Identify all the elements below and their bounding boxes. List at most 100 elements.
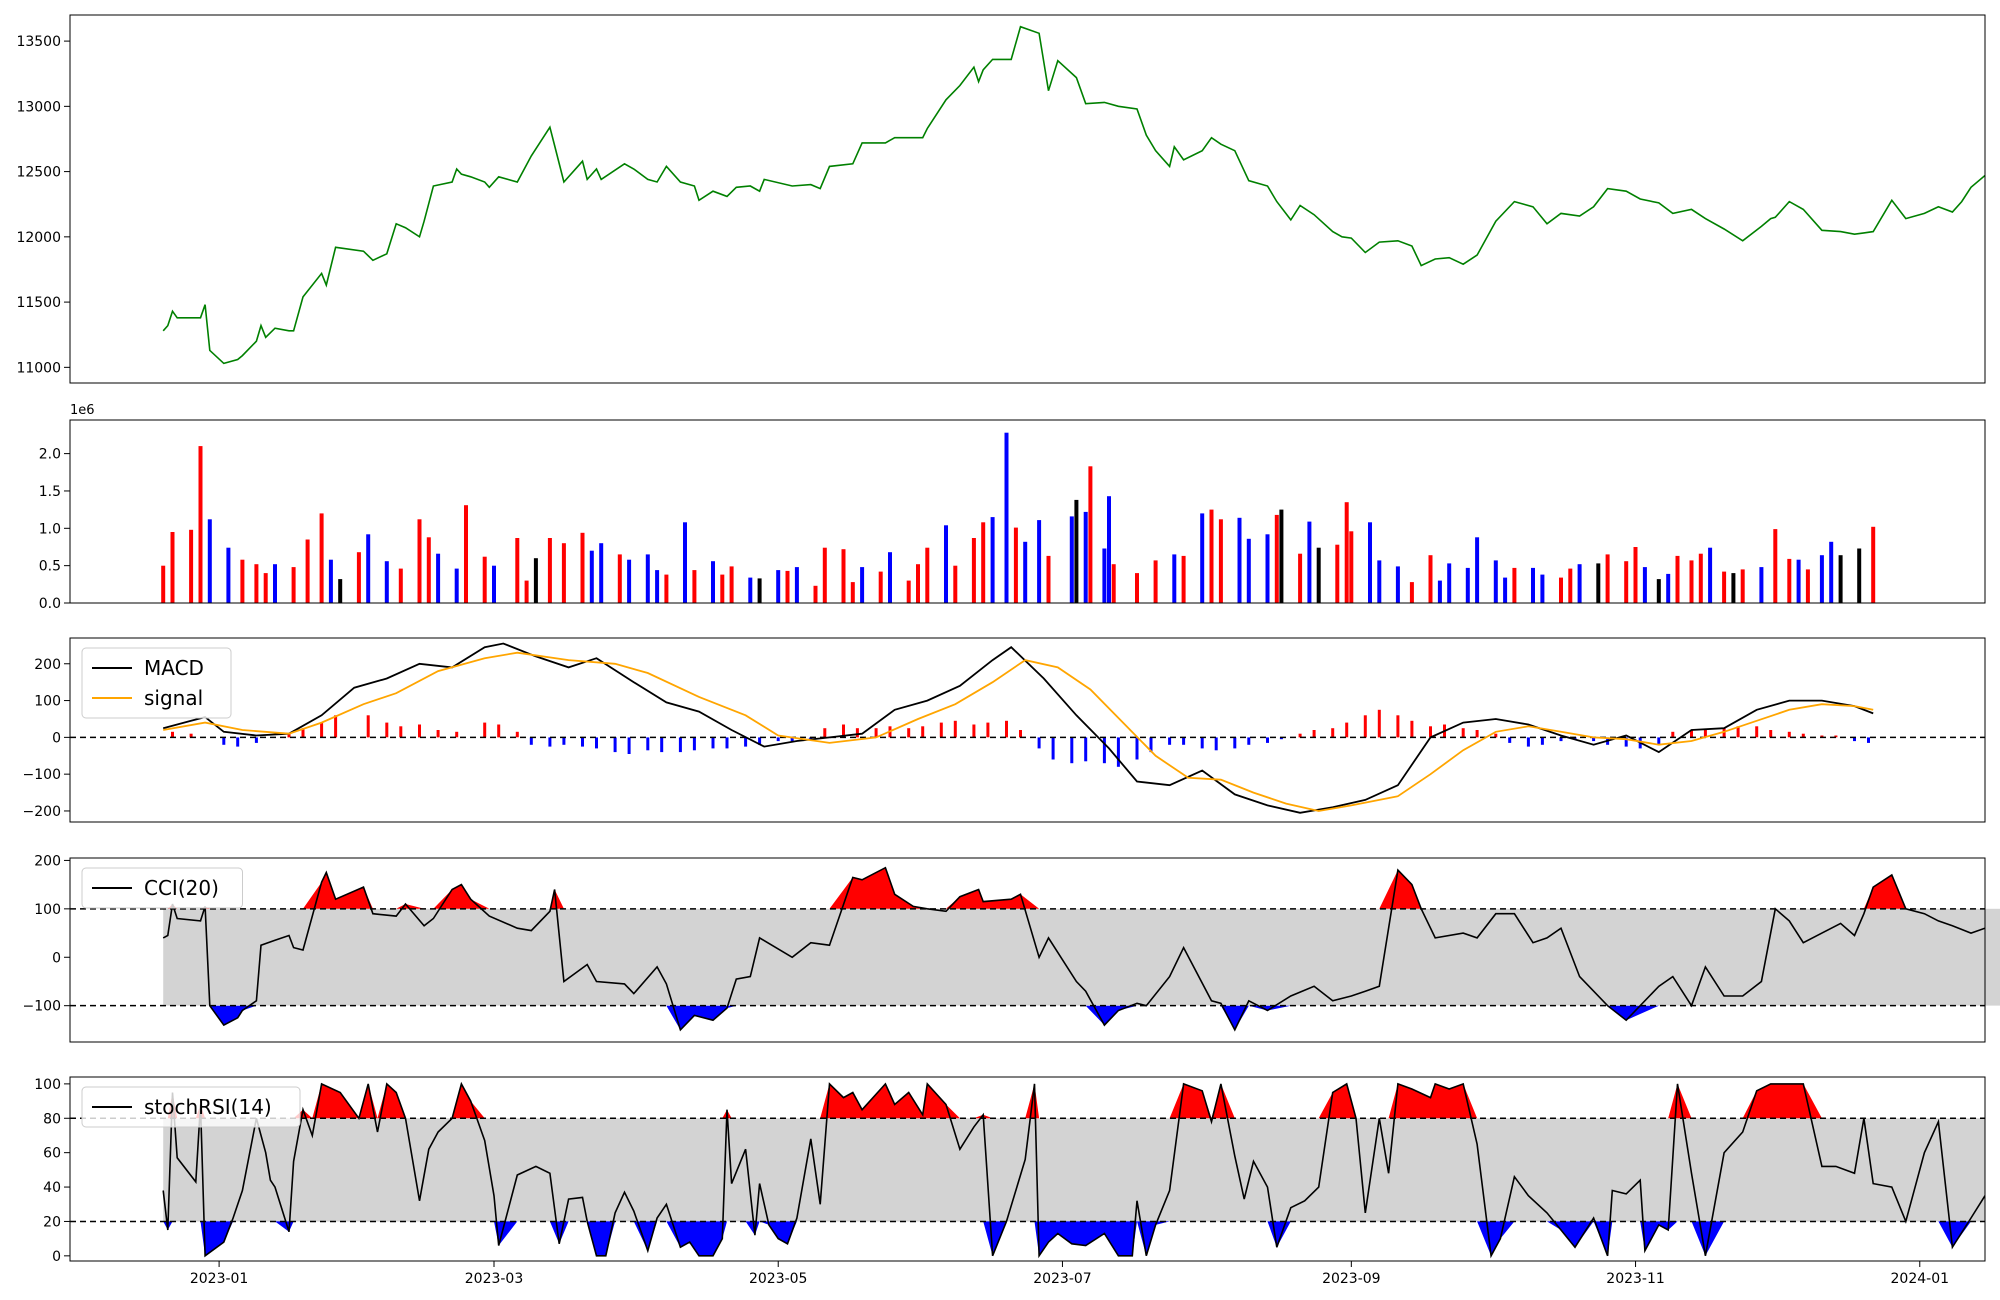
- volume-bar: [1279, 509, 1284, 603]
- macd-series-signal: [163, 651, 1874, 812]
- volume-bar: [850, 582, 855, 603]
- macd-histogram-bar: [1820, 735, 1824, 738]
- volume-bar: [981, 522, 986, 603]
- volume-bar: [711, 561, 715, 603]
- volume-bar: [254, 564, 259, 603]
- volume-bar: [1409, 582, 1414, 603]
- macd-histogram-bar: [1671, 731, 1675, 738]
- volume-bar: [1503, 577, 1508, 603]
- macd-histogram-bar: [301, 728, 305, 738]
- cci-ytick-label: 100: [34, 902, 61, 918]
- volume-bar: [263, 573, 268, 603]
- macd-histogram-bar: [874, 728, 878, 738]
- stochrsi-below-fill: [163, 1221, 1985, 1256]
- macd-histogram-bar: [320, 722, 324, 738]
- volume-ytick-label: 1.0: [39, 521, 61, 537]
- volume-bar: [1559, 577, 1563, 603]
- volume-bar: [729, 566, 734, 603]
- macd-histogram-bar: [254, 737, 258, 743]
- volume-bar: [794, 567, 799, 603]
- volume-bar: [664, 574, 669, 603]
- stochrsi-ytick-label: 80: [43, 1111, 61, 1127]
- macd-histogram-bar: [1559, 737, 1563, 742]
- volume-bar: [1447, 563, 1452, 603]
- price-ytick-label: 12500: [16, 165, 61, 181]
- stochrsi-ytick-label: 0: [52, 1249, 61, 1265]
- macd-histogram-bar: [776, 737, 780, 742]
- volume-bar: [1209, 509, 1214, 603]
- volume-bar: [356, 552, 361, 603]
- macd-series-macd: [162, 642, 1874, 814]
- volume-bar: [1871, 526, 1876, 603]
- macd-histogram-bar: [1461, 728, 1465, 738]
- macd-histogram-bar: [562, 737, 566, 745]
- macd-histogram-bar: [613, 737, 617, 753]
- macd-histogram-bar: [660, 737, 664, 753]
- macd-histogram-bar: [497, 724, 501, 738]
- volume-bar: [1633, 547, 1638, 603]
- volume-bar: [1246, 538, 1251, 603]
- macd-histogram-bar: [1135, 737, 1139, 760]
- macd-histogram-bar: [1540, 737, 1544, 745]
- volume-bar: [1531, 567, 1535, 603]
- volume-bar: [925, 547, 930, 603]
- macd-histogram-bar: [1722, 728, 1726, 738]
- x-tick-label: 2024-01: [1891, 1271, 1950, 1287]
- volume-bar: [170, 532, 175, 603]
- macd-histogram-bar: [1867, 737, 1870, 743]
- cci-above-fill: [163, 867, 1985, 909]
- macd-histogram-bar: [1233, 737, 1237, 749]
- volume-bar: [1004, 432, 1009, 603]
- volume-bar: [1656, 579, 1661, 603]
- volume-bar: [683, 522, 687, 603]
- macd-histogram-bar: [823, 728, 827, 738]
- volume-bar: [1298, 553, 1303, 603]
- macd-histogram-bar: [744, 737, 748, 747]
- macd-histogram-bar: [1526, 737, 1530, 747]
- volume-bar: [757, 578, 762, 603]
- macd-histogram-bar: [236, 737, 240, 747]
- volume-offset-label: 1e6: [70, 403, 95, 418]
- stochrsi-panel: 0 20 40 60 80 100 stochRSI(14) 2023-01 2023-03 20…: [34, 1076, 1986, 1287]
- macd-histogram-bar: [627, 737, 631, 754]
- macd-histogram-bar: [842, 724, 845, 738]
- volume-bar: [1135, 573, 1139, 603]
- volume-bar: [580, 532, 585, 603]
- volume-bar: [1088, 466, 1093, 603]
- macd-histogram-bar: [986, 722, 990, 738]
- macd-histogram-bar: [1657, 737, 1661, 745]
- volume-bar: [1428, 555, 1433, 603]
- macd-histogram-bar: [1573, 737, 1577, 740]
- macd-histogram-bar: [1410, 720, 1414, 738]
- stochrsi-frame: [69, 1076, 1986, 1262]
- volume-bar: [561, 543, 566, 603]
- macd-histogram-bar: [418, 724, 421, 738]
- macd-legend-box: [81, 647, 232, 719]
- stochrsi-ytick-label: 20: [43, 1214, 61, 1230]
- volume-bar: [1819, 555, 1824, 603]
- volume-bar: [1335, 544, 1340, 603]
- macd-histogram-bar: [1755, 726, 1759, 738]
- stochrsi-above-fill: [163, 1083, 1985, 1119]
- macd-histogram-bar: [1005, 720, 1008, 738]
- macd-histogram-bar: [921, 726, 925, 738]
- volume-bar: [1349, 531, 1354, 603]
- macd-histogram-bar: [907, 728, 911, 738]
- volume-bar: [1102, 548, 1107, 603]
- stochrsi-band-fill: [163, 1118, 1986, 1222]
- volume-bar: [1037, 520, 1042, 603]
- volume-bar: [1465, 567, 1470, 603]
- volume-bar: [1046, 555, 1051, 603]
- volume-ytick-label: 1.5: [39, 484, 61, 500]
- macd-histogram-bar: [1200, 737, 1204, 749]
- macd-histogram-bar: [1494, 733, 1498, 738]
- macd-histogram-bar: [399, 726, 403, 738]
- volume-bar: [524, 580, 529, 603]
- volume-bar: [692, 570, 697, 603]
- volume-ytick-label: 2.0: [39, 447, 61, 463]
- macd-histogram-bar: [809, 737, 813, 740]
- volume-bar: [776, 570, 781, 603]
- volume-bar: [971, 538, 976, 603]
- volume-bar: [328, 559, 333, 603]
